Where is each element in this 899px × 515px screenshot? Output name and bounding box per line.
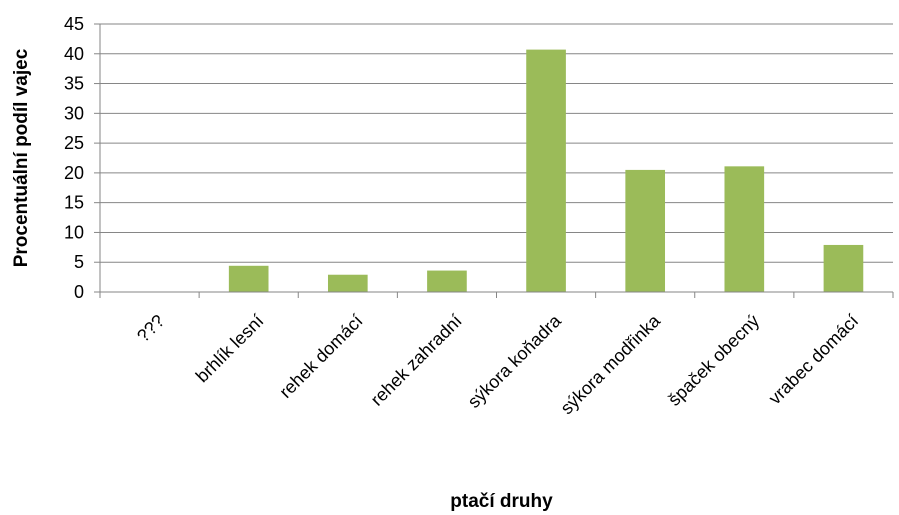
x-axis-title: ptačí druhy <box>450 491 553 512</box>
bars <box>228 49 864 293</box>
bar-7 <box>823 244 864 292</box>
y-tick-label: 10 <box>64 222 84 242</box>
bar-5 <box>625 169 666 292</box>
y-tick-label: 25 <box>64 133 84 153</box>
x-tick-label: rehek domácí <box>275 311 366 402</box>
y-tick-label: 20 <box>64 163 84 183</box>
x-tick-label: brhlík lesní <box>192 311 268 387</box>
y-axis-ticks: 0 5 10 15 20 25 30 35 40 45 <box>64 14 100 302</box>
y-tick-label: 35 <box>64 74 84 94</box>
bar-4 <box>526 49 566 293</box>
bar-6 <box>724 166 765 292</box>
y-tick-label: 15 <box>64 193 84 213</box>
x-tick-label: špaček obecný <box>664 311 763 410</box>
x-tick-label: ??? <box>133 311 168 346</box>
y-tick-label: 45 <box>64 14 84 34</box>
bar-3 <box>427 270 467 292</box>
y-axis-title: Procentuální podíl vajec <box>11 48 32 267</box>
bar-1 <box>228 265 269 292</box>
y-tick-label: 30 <box>64 103 84 123</box>
y-tick-label: 0 <box>74 282 84 302</box>
bar-2 <box>327 274 368 292</box>
x-tick-label: rehek zahradní <box>367 311 466 410</box>
x-tick-label: sýkora koňadra <box>464 310 566 412</box>
x-tick-label: vrabec domácí <box>765 311 863 409</box>
x-axis-ticks: ??? brhlík lesní rehek domácí rehek zahradn… <box>99 292 894 418</box>
x-tick-label: sýkora modřinka <box>557 310 665 418</box>
gridlines <box>100 23 893 293</box>
y-tick-label: 40 <box>64 44 84 64</box>
y-tick-label: 5 <box>74 252 84 272</box>
